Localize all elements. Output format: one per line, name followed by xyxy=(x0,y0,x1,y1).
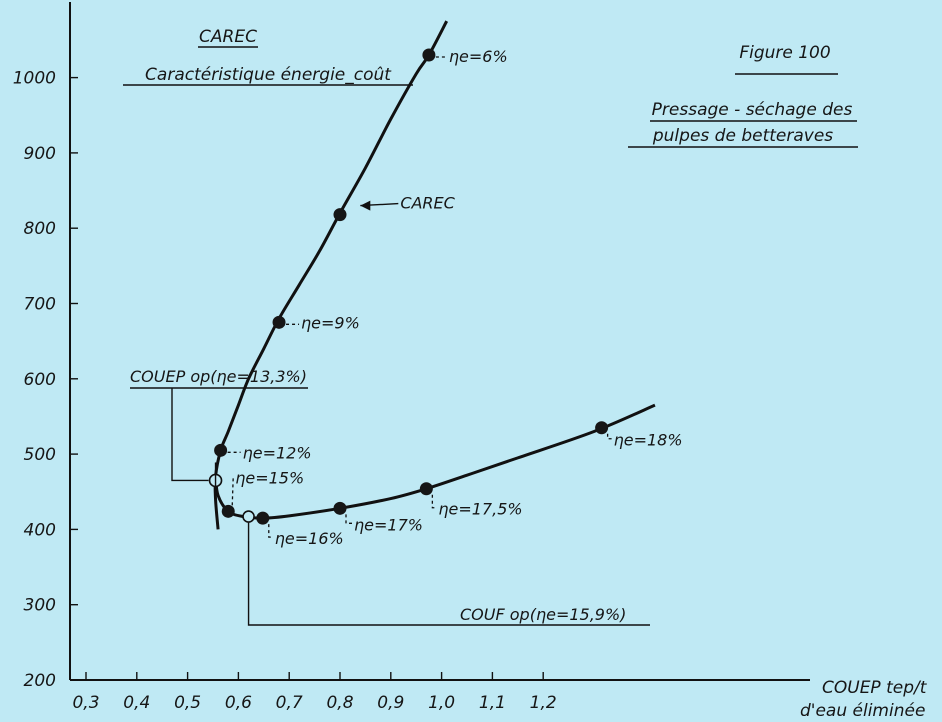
x-axis-label-line-1: COUEP tep/t xyxy=(822,678,928,698)
y-tick-label: 400 xyxy=(24,520,56,540)
data-point xyxy=(333,501,347,515)
data-point xyxy=(214,443,228,457)
x-tick-label: 0,8 xyxy=(326,693,353,713)
y-tick-label: 200 xyxy=(24,671,56,691)
chart-title: CAREC xyxy=(199,27,257,47)
leader-line xyxy=(231,476,234,506)
point-label: ηe=18% xyxy=(614,431,683,450)
figure-label: Figure 100 xyxy=(739,43,830,63)
y-tick-label: 500 xyxy=(24,445,56,465)
data-point xyxy=(333,208,347,222)
y-tick-label: 600 xyxy=(24,370,56,390)
y-tick-label: 800 xyxy=(24,219,56,239)
x-tick-label: 1,1 xyxy=(479,693,506,713)
x-tick-label: 1,0 xyxy=(428,693,455,713)
y-tick-label: 300 xyxy=(24,596,56,616)
point-label: ηe=6% xyxy=(449,47,508,66)
y-tick-label: 1000 xyxy=(13,69,56,89)
description-line-2: pulpes de betteraves xyxy=(652,126,833,146)
description-line-1: Pressage - séchage des xyxy=(652,100,853,120)
couep-leader-line xyxy=(130,387,308,482)
couf-annotation-label: COUF op(ηe=15,9%) xyxy=(460,605,626,624)
y-ticks: 200 300 400 500 600 700 800 900 1000 xyxy=(13,69,78,691)
x-tick-label: 0,9 xyxy=(377,693,404,713)
leader-line xyxy=(268,524,273,538)
leader-line xyxy=(606,433,612,440)
couep-annotation-label: COUEP op(ηe=13,3%) xyxy=(130,367,307,386)
point-label: ηe=9% xyxy=(301,313,360,332)
point-label: ηe=12% xyxy=(243,443,312,462)
x-tick-label: 0,4 xyxy=(123,693,150,713)
carec-curve-label: CAREC xyxy=(400,194,455,213)
couf-leader-line xyxy=(247,522,650,626)
x-axis-label-line-2: d'eau éliminée xyxy=(800,701,925,721)
point-label: ηe=17,5% xyxy=(438,500,522,519)
leader-line xyxy=(431,494,437,509)
x-ticks: 0,3 0,4 0,5 0,6 0,7 0,8 0,9 1,0 1,1 1,2 xyxy=(72,672,557,713)
x-tick-label: 0,6 xyxy=(225,693,252,713)
data-point xyxy=(272,315,286,329)
axes xyxy=(69,2,810,681)
x-tick-label: 0,3 xyxy=(72,693,99,713)
y-tick-label: 900 xyxy=(24,144,56,164)
x-axis-title: COUEP tep/t d'eau éliminée xyxy=(800,678,928,721)
data-point xyxy=(419,482,433,496)
carec-pointer-arrow xyxy=(360,200,371,211)
data-point xyxy=(422,48,436,62)
y-tick-label: 700 xyxy=(24,295,56,315)
data-point xyxy=(256,511,270,525)
points-group: ηe=6% ηe=9% ηe=12% ηe=15% ηe=16% ηe=17% ηe=17,… xyxy=(214,47,683,548)
leader-line xyxy=(345,514,352,524)
figure-block: Figure 100 Pressage - séchage des pulpes… xyxy=(628,43,858,148)
chart-subtitle: Caractéristique énergie_coût xyxy=(145,65,392,85)
annotations-group: CAREC COUEP op(ηe=13,3%) COUF op(ηe=15,9%) xyxy=(130,194,650,626)
title-block: CAREC Caractéristique énergie_coût xyxy=(123,27,413,86)
couf-optimum-marker xyxy=(242,510,255,523)
x-tick-label: 0,5 xyxy=(174,693,201,713)
x-tick-label: 0,7 xyxy=(276,693,303,713)
x-tick-label: 1,2 xyxy=(530,693,557,713)
data-point xyxy=(221,504,235,518)
point-label: ηe=17% xyxy=(354,515,423,534)
data-point xyxy=(595,421,609,435)
point-label: ηe=16% xyxy=(275,529,344,548)
point-label: ηe=15% xyxy=(235,468,304,487)
